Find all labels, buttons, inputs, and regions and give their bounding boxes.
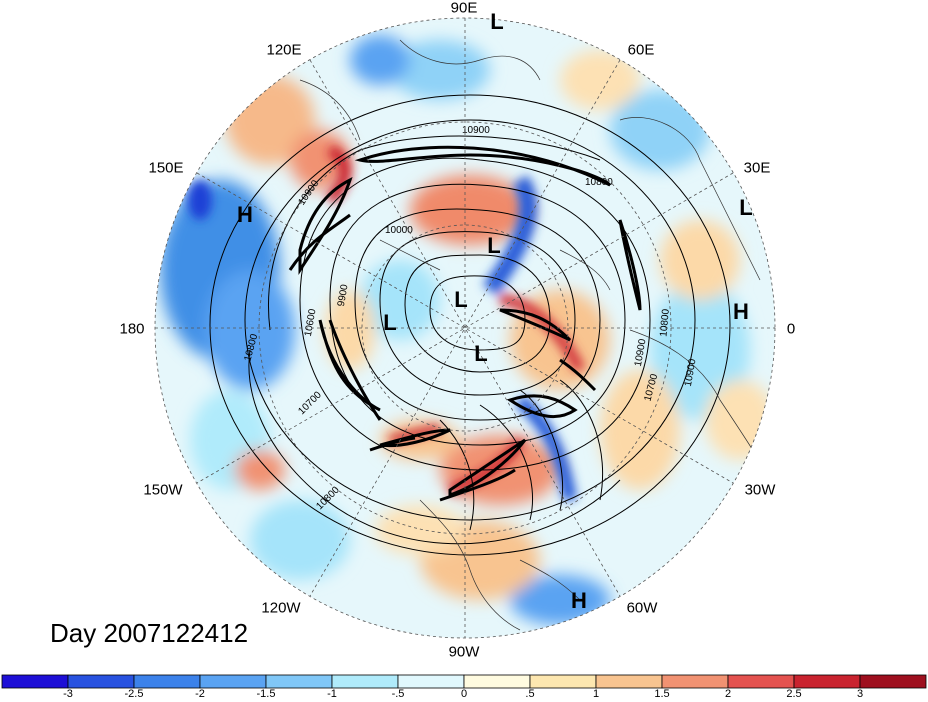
longitude-label-60w: 60W <box>626 599 658 617</box>
colorbar-tick-label: -2 <box>195 688 205 700</box>
low-marker: L <box>474 341 488 366</box>
contour-label: 10800 <box>658 308 671 337</box>
longitude-label-120w: 120W <box>261 599 301 617</box>
contour-label: 10900 <box>462 125 490 136</box>
colorbar-tick-label: -2.5 <box>124 688 144 700</box>
graticule <box>154 17 776 639</box>
high-marker: H <box>237 202 253 227</box>
colorbar-tick-label: 1 <box>592 688 600 700</box>
longitude-label-60e: 60E <box>627 41 655 59</box>
high-marker: H <box>733 299 749 324</box>
low-marker: L <box>487 233 501 258</box>
colorbar-swatch <box>529 674 597 689</box>
contour-label: 10800 <box>585 177 613 188</box>
colorbar-swatch <box>463 674 531 689</box>
colorbar-tick-label: 2 <box>724 688 732 700</box>
longitude-label-30w: 30W <box>744 481 776 499</box>
longitude-label-150e: 150E <box>148 159 184 177</box>
colorbar-swatch <box>859 674 927 689</box>
contour-label: 10000 <box>385 225 413 236</box>
jet-contours <box>288 145 642 502</box>
longitude-label-120e: 120E <box>266 41 302 59</box>
height-contours <box>209 94 731 556</box>
longitude-label-180: 180 <box>119 320 145 338</box>
contour-label: 9900 <box>336 283 351 307</box>
colorbar-swatch <box>331 674 399 689</box>
map-title: Day 2007122412 <box>50 618 249 648</box>
colorbar-tick-label: -1 <box>327 688 337 700</box>
low-marker: L <box>739 195 753 220</box>
colorbar <box>1 674 927 689</box>
coastlines <box>299 39 771 631</box>
colorbar-tick-label: .5 <box>525 688 535 700</box>
contour-label: 10600 <box>303 308 319 338</box>
longitude-label-90e: 90E <box>450 0 478 17</box>
colorbar-tick-label: 0 <box>460 688 468 700</box>
low-marker: L <box>383 310 397 335</box>
colorbar-tick-label: 1.5 <box>654 688 670 700</box>
colorbar-swatch <box>727 674 795 689</box>
colorbar-swatch <box>67 674 135 689</box>
contour-label: 10900 <box>683 358 699 388</box>
colorbar-tick-label: -.5 <box>391 688 405 700</box>
colorbar-tick-label: -3 <box>63 688 73 700</box>
colorbar-tick-label: 3 <box>856 688 864 700</box>
colorbar-tick-label: -1.5 <box>256 688 276 700</box>
colorbar-swatch <box>133 674 201 689</box>
colorbar-swatch <box>397 674 465 689</box>
longitude-label-90w: 90W <box>448 643 480 661</box>
longitude-label-150w: 150W <box>143 481 183 499</box>
low-marker: L <box>490 9 504 34</box>
longitude-label-0: 0 <box>786 320 796 338</box>
longitude-label-30e: 30E <box>743 159 771 177</box>
contour-label: 10900 <box>633 338 649 368</box>
colorbar-swatch <box>595 674 663 689</box>
colorbar-swatch <box>265 674 333 689</box>
colorbar-swatch <box>661 674 729 689</box>
high-marker: H <box>571 588 587 613</box>
colorbar-swatch <box>199 674 267 689</box>
colorbar-tick-label: 2.5 <box>786 688 802 700</box>
colorbar-swatch <box>1 674 69 689</box>
low-marker: L <box>454 287 468 312</box>
colorbar-swatch <box>793 674 861 689</box>
